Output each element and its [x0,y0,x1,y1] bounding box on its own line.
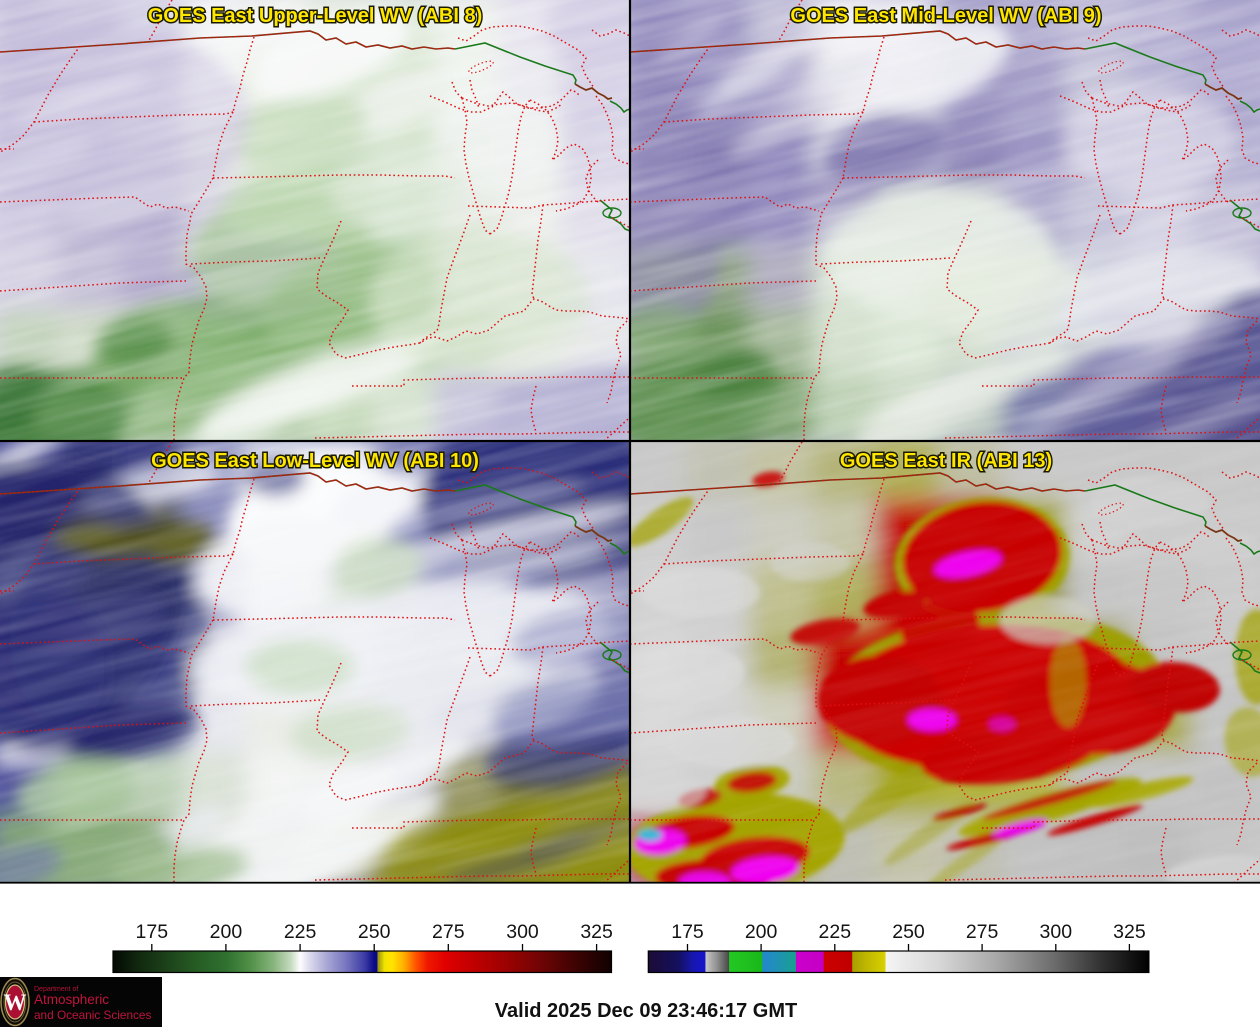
svg-text:175: 175 [671,921,704,943]
svg-text:325: 325 [1113,921,1146,943]
svg-text:275: 275 [432,921,465,943]
svg-text:W: W [4,990,27,1015]
svg-text:250: 250 [358,921,391,943]
svg-text:200: 200 [210,921,243,943]
svg-text:GOES East Upper-Level WV (ABI: GOES East Upper-Level WV (ABI 8) [148,5,483,27]
svg-text:GOES East IR (ABI 13): GOES East IR (ABI 13) [840,450,1052,472]
svg-text:275: 275 [966,921,999,943]
svg-text:Atmospheric: Atmospheric [34,992,109,1007]
svg-text:200: 200 [745,921,778,943]
svg-text:175: 175 [136,921,169,943]
svg-text:300: 300 [1040,921,1073,943]
svg-text:and Oceanic Sciences: and Oceanic Sciences [34,1008,151,1022]
svg-text:GOES East Low-Level WV (ABI 10: GOES East Low-Level WV (ABI 10) [151,450,479,472]
svg-text:Valid 2025 Dec 09 23:46:17 GMT: Valid 2025 Dec 09 23:46:17 GMT [495,1000,797,1022]
svg-text:225: 225 [284,921,317,943]
svg-text:250: 250 [892,921,925,943]
svg-text:325: 325 [580,921,613,943]
svg-text:300: 300 [506,921,539,943]
svg-text:GOES East Mid-Level WV (ABI 9): GOES East Mid-Level WV (ABI 9) [790,5,1101,27]
svg-text:Department of: Department of [34,986,78,993]
svg-text:225: 225 [819,921,852,943]
